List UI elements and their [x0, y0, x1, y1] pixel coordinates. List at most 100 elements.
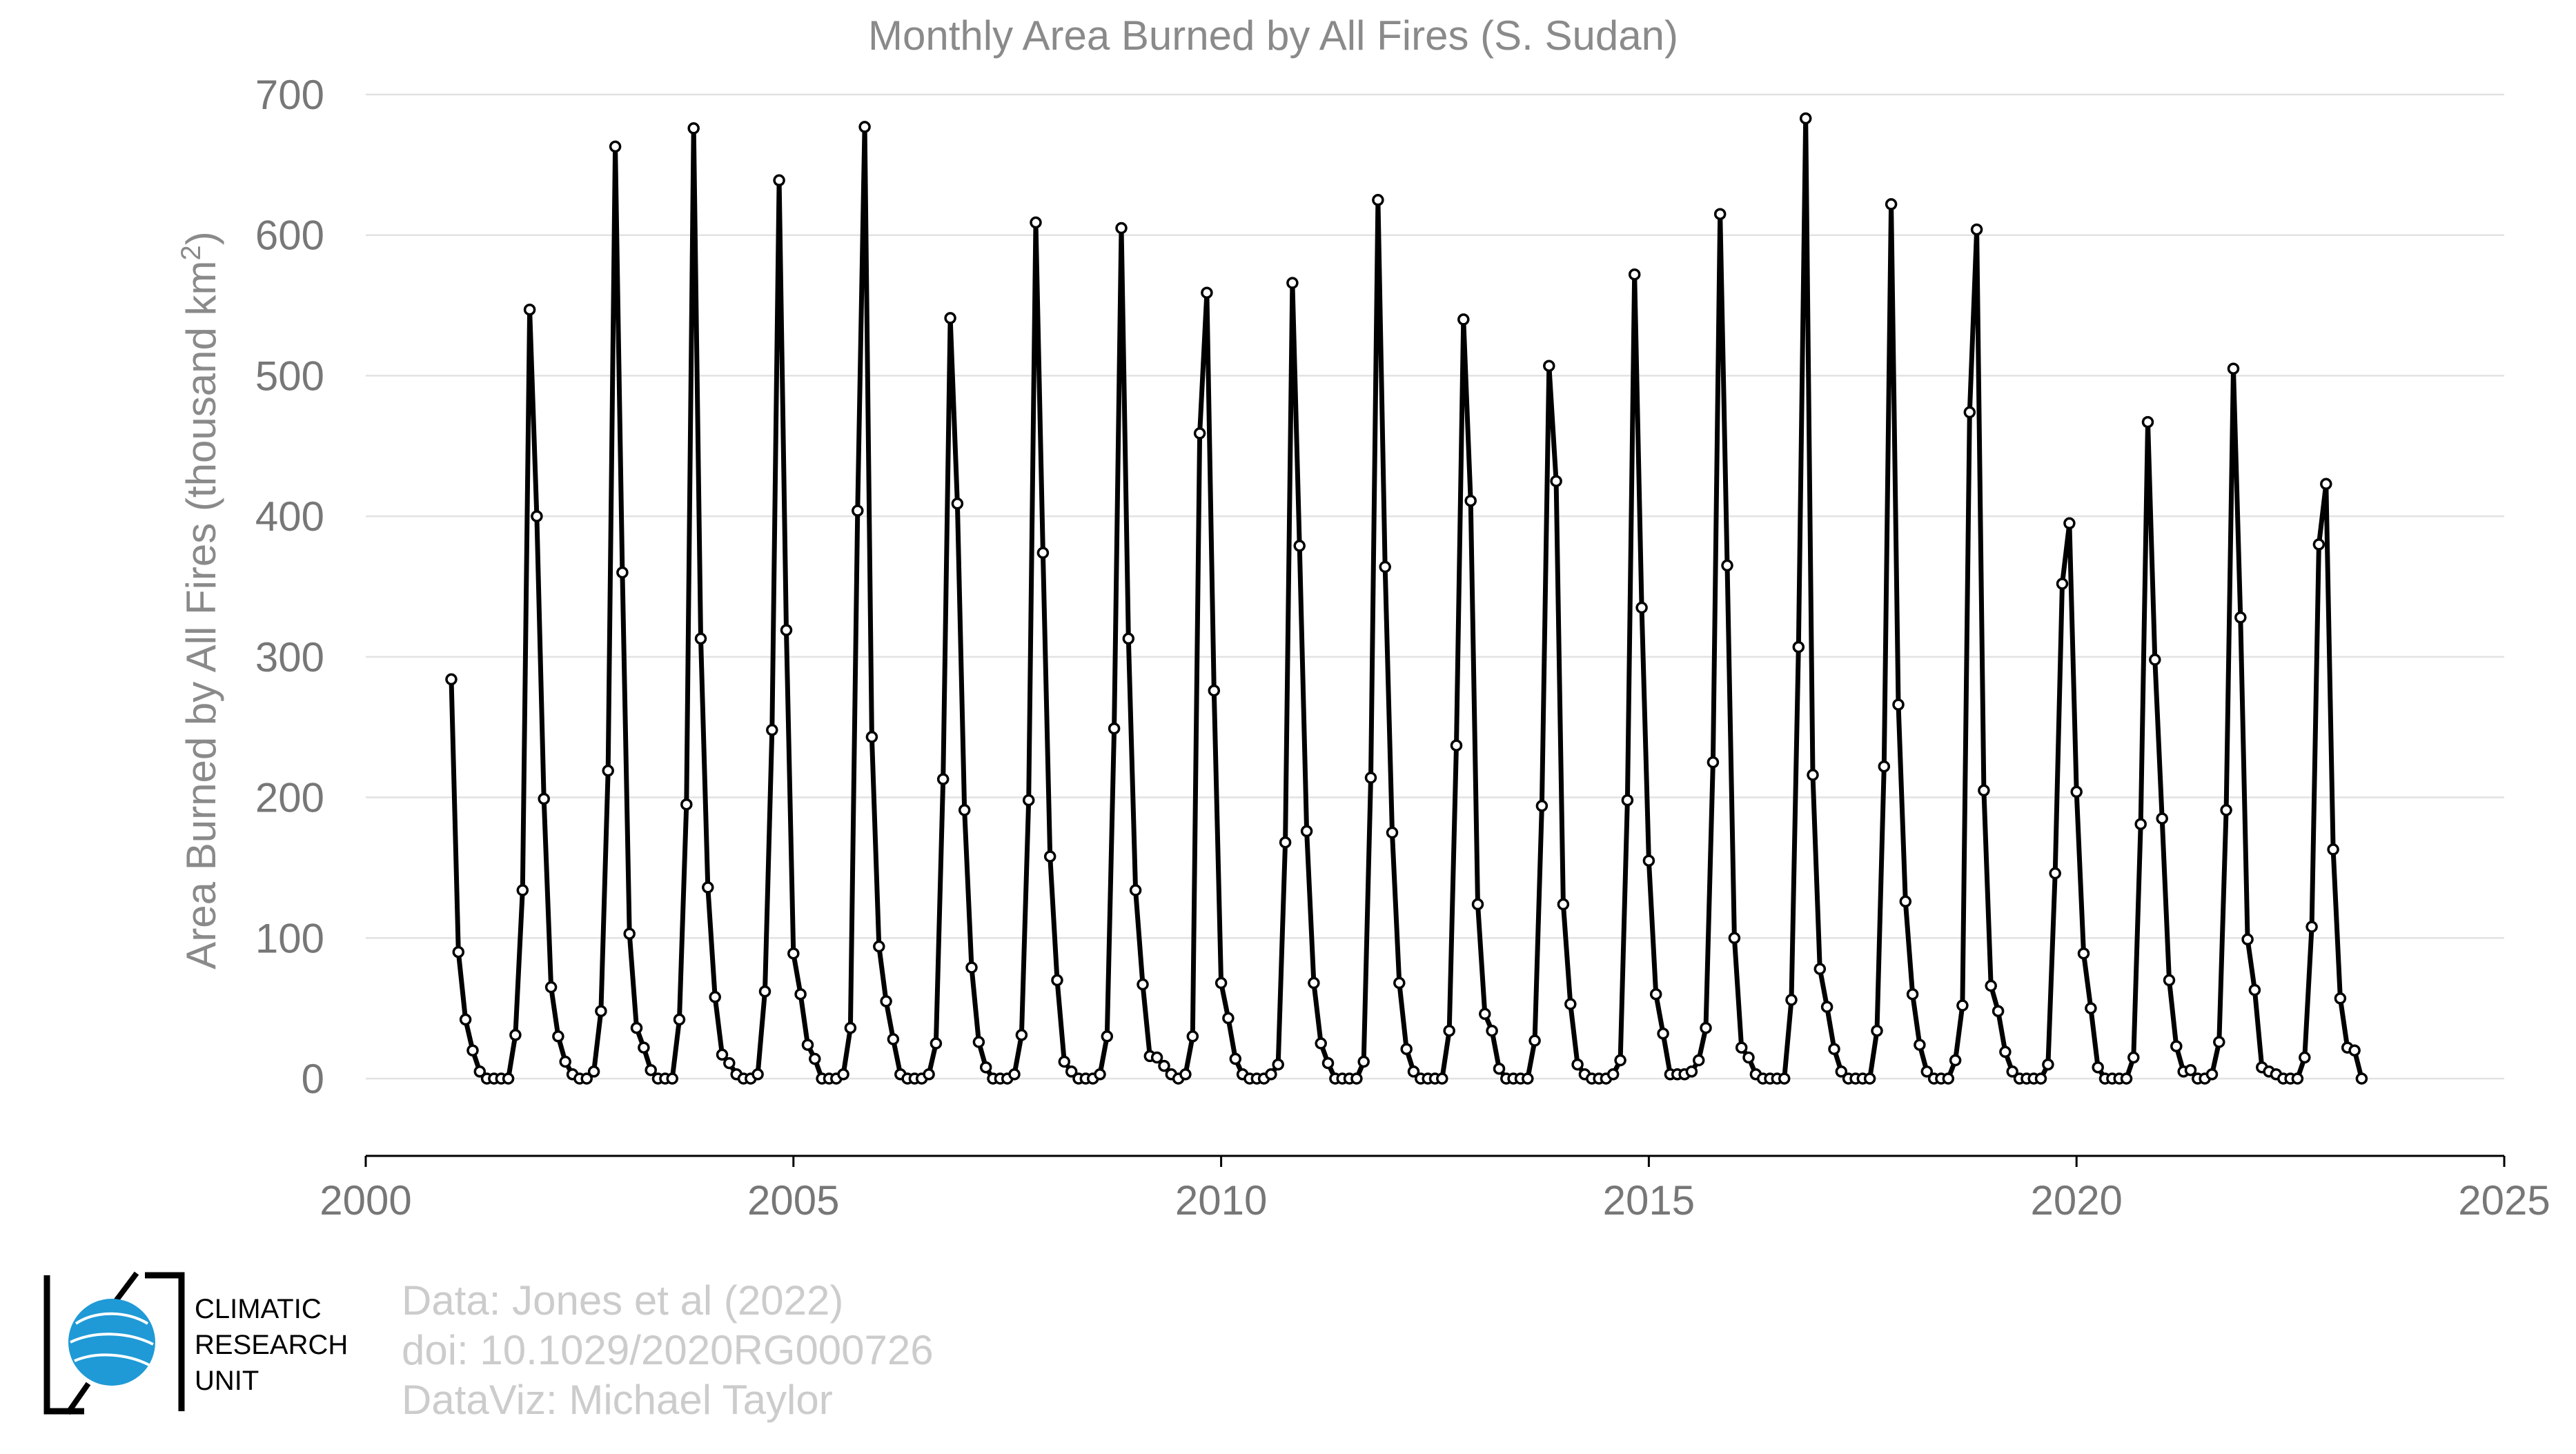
globe-swirl-2 [70, 1333, 154, 1346]
data-point [1286, 277, 1299, 289]
data-point [1357, 1055, 1370, 1068]
data-point [523, 303, 536, 316]
data-point [1193, 427, 1206, 440]
logo-slash-top [113, 1271, 139, 1303]
data-point [1486, 1024, 1498, 1037]
data-point [1279, 836, 1292, 849]
data-point [1606, 1068, 1620, 1081]
data-point [2042, 1058, 2054, 1071]
data-point [2320, 478, 2332, 491]
data-point [1785, 994, 1798, 1006]
data-point [2134, 818, 2147, 830]
data-point [1885, 198, 1898, 210]
data-point [1308, 976, 1320, 990]
data-point [1522, 1072, 1534, 1085]
data-point [1956, 999, 1969, 1012]
data-point [1721, 559, 1733, 572]
data-point [1321, 1057, 1335, 1070]
data-point [516, 884, 529, 896]
data-point [1571, 1058, 1584, 1071]
data-point [552, 1030, 564, 1043]
logo-bracket-right [145, 1272, 185, 1411]
data-point [1999, 1045, 2012, 1059]
data-point [1471, 898, 1484, 911]
data-point [2120, 1072, 2133, 1085]
data-point [1393, 976, 1406, 990]
data-point [2063, 517, 2076, 530]
logo-slash-bottom [65, 1382, 91, 1415]
data-point [2299, 1051, 2311, 1064]
data-point [2149, 654, 2161, 666]
data-point [2248, 983, 2261, 996]
data-point [880, 995, 892, 1008]
data-point [1043, 850, 1056, 863]
data-point [930, 1037, 943, 1050]
data-point [787, 947, 800, 960]
y-axis-label-close: ) [178, 231, 224, 245]
data-point [1963, 406, 1976, 419]
data-point [1892, 698, 1905, 711]
data-point [1614, 1054, 1626, 1067]
x-tick-label: 2010 [1175, 1177, 1267, 1224]
data-point [1464, 494, 1477, 507]
data-point [1443, 1024, 1455, 1037]
data-point [1835, 1065, 1848, 1078]
data-point [459, 1013, 472, 1026]
data-point [923, 1068, 935, 1081]
data-point [1543, 360, 1555, 372]
data-point [1407, 1065, 1420, 1078]
data-point [887, 1033, 900, 1045]
y-tick-label: 200 [255, 775, 324, 821]
data-point [1036, 547, 1050, 559]
data-point [2070, 785, 2083, 798]
data-point [1008, 1068, 1021, 1081]
data-point [1450, 739, 1463, 751]
data-point [1649, 988, 1662, 1001]
data-point [687, 122, 700, 135]
data-point [2085, 1002, 2097, 1014]
globe-swirl-1 [75, 1312, 149, 1325]
data-point [1878, 760, 1891, 773]
data-point [2156, 812, 2168, 825]
data-point [609, 140, 622, 153]
data-point [1058, 1055, 1071, 1068]
data-point [1137, 978, 1149, 991]
data-point [2163, 974, 2176, 987]
data-point [2327, 843, 2339, 856]
data-point [1272, 1058, 1284, 1071]
data-point [538, 792, 550, 805]
data-point [1920, 1065, 1934, 1078]
data-point [587, 1065, 600, 1078]
data-point [1564, 998, 1577, 1010]
data-point [801, 1039, 814, 1051]
data-point [852, 504, 864, 517]
data-point [1094, 1068, 1106, 1081]
data-point [751, 1068, 764, 1081]
data-point [1158, 1059, 1170, 1072]
data-point [2049, 867, 2061, 880]
data-point [965, 961, 978, 974]
data-point [638, 1041, 650, 1054]
logo-text-line-3: UNIT [195, 1366, 259, 1396]
data-point [2305, 921, 2318, 933]
data-point [1386, 826, 1399, 839]
data-point [2234, 611, 2247, 624]
data-point [1030, 216, 1042, 229]
gridlines [366, 93, 2504, 1080]
data-point [2213, 1036, 2225, 1048]
data-point [630, 1021, 643, 1034]
data-point [602, 765, 614, 777]
y-tick-label: 600 [255, 213, 324, 259]
data-point [1707, 756, 1720, 769]
data-point [559, 1055, 571, 1068]
data-point [466, 1044, 479, 1057]
y-tick-label: 400 [255, 493, 324, 540]
data-point [2077, 947, 2090, 960]
data-point [1635, 601, 1648, 614]
data-point [844, 1021, 857, 1034]
data-point [1493, 1062, 1506, 1075]
data-point [666, 1072, 678, 1085]
data-point [1300, 825, 1313, 838]
y-tick-label: 100 [255, 915, 324, 961]
